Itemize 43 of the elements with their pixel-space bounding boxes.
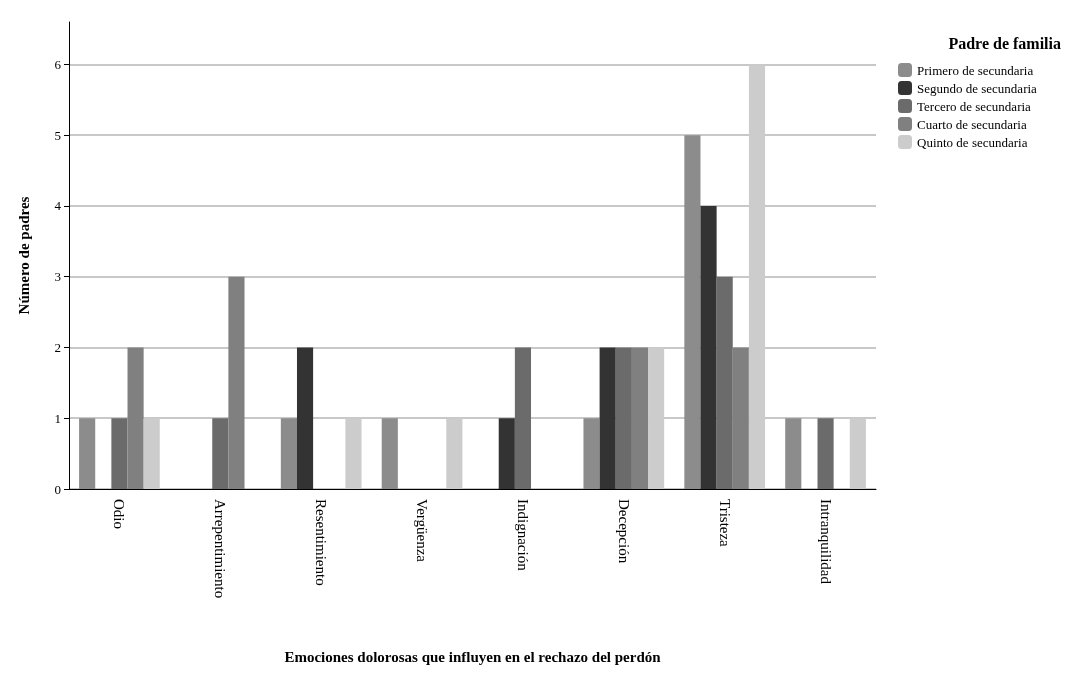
legend-label: Cuarto de secundaria <box>917 116 1027 132</box>
bar <box>700 205 717 489</box>
bar <box>684 135 701 489</box>
x-tick-label: Tristeza <box>716 499 733 548</box>
y-tick-label: 2 <box>54 339 61 355</box>
bar <box>785 418 802 489</box>
bar <box>79 418 96 489</box>
bar <box>498 418 515 489</box>
bar <box>514 347 532 489</box>
legend-label: Primero de secundaria <box>917 62 1034 78</box>
y-tick-label: 1 <box>54 410 61 426</box>
x-tick-label: Intranquilidad <box>817 499 834 585</box>
bar <box>599 347 616 489</box>
y-tick-label: 0 <box>54 481 61 497</box>
bar <box>381 418 398 489</box>
bar <box>631 347 649 489</box>
bar <box>716 276 733 489</box>
legend-title: Padre de familia <box>948 34 1061 52</box>
y-tick-label: 5 <box>54 127 61 143</box>
legend-label: Tercero de secundaria <box>917 98 1032 114</box>
x-tick-label: Resentimiento <box>313 499 330 586</box>
bar <box>127 347 144 489</box>
y-axis-title: Número de padres <box>15 196 32 315</box>
bar <box>615 347 632 489</box>
legend-label: Segundo de secundaria <box>917 80 1038 96</box>
x-tick-label: Arrepentimiento <box>212 499 229 599</box>
bar <box>280 418 297 489</box>
bar <box>111 418 128 489</box>
x-axis-title: Emociones dolorosas que influyen en el rechazo del perdón <box>284 648 662 665</box>
bar <box>817 418 834 489</box>
bar <box>583 418 600 489</box>
bar <box>732 347 749 489</box>
legend-label: Quinto de secundaria <box>917 134 1028 150</box>
bar <box>228 276 245 489</box>
y-tick-label: 4 <box>54 198 62 214</box>
x-tick-label: Decepción <box>615 499 632 564</box>
x-tick-label: Indignación <box>514 499 531 572</box>
x-tick-label: Odio <box>111 499 128 529</box>
bar <box>212 418 229 489</box>
y-tick-label: 3 <box>54 269 61 285</box>
y-tick-label: 6 <box>54 56 62 72</box>
bar <box>296 347 314 489</box>
x-tick-label: Vergüenza <box>414 499 431 563</box>
